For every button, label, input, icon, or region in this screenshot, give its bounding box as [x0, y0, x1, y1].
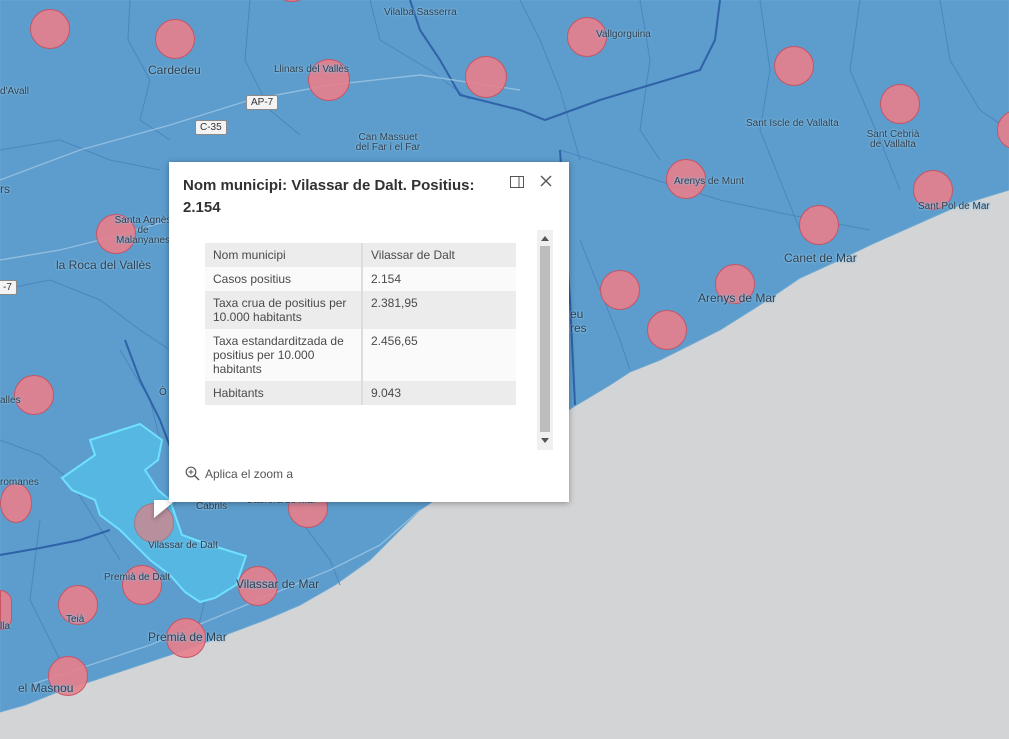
case-bubble[interactable]: [600, 270, 640, 310]
place-label: Ò: [159, 388, 167, 398]
place-label: d'Avall: [0, 87, 29, 97]
case-bubble[interactable]: [0, 483, 32, 523]
zoom-to-label: Aplica el zoom a: [205, 467, 293, 481]
table-row: Casos positius 2.154: [205, 267, 516, 291]
road-shield-ap7: AP-7: [246, 95, 278, 110]
table-row: Taxa estandarditzada de positius per 10.…: [205, 329, 516, 381]
place-label: res: [570, 321, 587, 335]
place-label: Cabrils: [196, 502, 227, 512]
dock-icon: [510, 176, 524, 188]
zoom-to-action[interactable]: Aplica el zoom a: [185, 466, 293, 481]
place-label: Sant Cebrià de Vallalta: [862, 130, 924, 150]
field-value: Vilassar de Dalt: [362, 243, 516, 267]
field-name: Taxa crua de positius per 10.000 habitan…: [205, 291, 362, 329]
place-label: Canet de Mar: [784, 251, 857, 265]
place-label: romanes: [0, 478, 39, 488]
place-label: Arenys de Mar: [698, 291, 776, 305]
place-label: Vallgorguina: [596, 30, 651, 40]
dock-button[interactable]: [510, 175, 524, 187]
field-name: Nom municipi: [205, 243, 362, 267]
case-bubble[interactable]: [465, 56, 507, 98]
field-value: 2.456,65: [362, 329, 516, 381]
popup-pointer: [154, 500, 176, 518]
case-bubble[interactable]: [774, 46, 814, 86]
place-label: alles: [0, 396, 21, 406]
table-row: Habitants 9.043: [205, 381, 516, 405]
table-row: Nom municipi Vilassar de Dalt: [205, 243, 516, 267]
case-bubble[interactable]: [799, 205, 839, 245]
road-shield-ap7-west: -7: [0, 280, 17, 295]
zoom-in-icon: [185, 466, 200, 481]
place-label: la Roca del Vallès: [56, 258, 151, 272]
place-label: Llinars del Vallès: [274, 65, 349, 75]
place-label: rs: [0, 182, 10, 196]
field-value: 9.043: [362, 381, 516, 405]
place-label: Cardedeu: [148, 63, 201, 77]
place-label: Premià de Dalt: [104, 573, 170, 583]
place-label: Arenys de Munt: [674, 177, 744, 187]
place-label: Teià: [66, 615, 84, 625]
place-label: Sant Iscle de Vallalta: [746, 119, 839, 129]
place-label: Premià de Mar: [148, 630, 227, 644]
close-button[interactable]: [539, 174, 553, 188]
scroll-down-arrow[interactable]: [541, 438, 549, 443]
popup-scrollbar[interactable]: [537, 230, 553, 450]
place-label-selected: Vilassar de Dalt: [148, 541, 218, 551]
road-shield-c35: C-35: [195, 120, 227, 135]
case-bubble[interactable]: [30, 9, 70, 49]
case-bubble[interactable]: [880, 84, 920, 124]
case-bubble[interactable]: [155, 19, 195, 59]
field-value: 2.154: [362, 267, 516, 291]
place-label: el Masnou: [18, 681, 73, 695]
case-bubble[interactable]: [647, 310, 687, 350]
field-value: 2.381,95: [362, 291, 516, 329]
feature-popup: Nom municipi: Vilassar de Dalt. Positius…: [169, 162, 569, 502]
place-label: Santa Agnès de Malanyanes: [112, 216, 174, 246]
attributes-table: Nom municipi Vilassar de Dalt Casos posit…: [205, 243, 516, 405]
place-label: Vilassar de Mar: [236, 577, 319, 591]
place-label: Sant Pol de Mar: [918, 202, 990, 212]
place-label: lla: [0, 622, 10, 632]
close-icon: [539, 174, 553, 188]
field-name: Taxa estandarditzada de positius per 10.…: [205, 329, 362, 381]
place-label: Vilalba Sasserra: [384, 8, 457, 18]
field-name: Casos positius: [205, 267, 362, 291]
table-row: Taxa crua de positius per 10.000 habitan…: [205, 291, 516, 329]
scroll-thumb[interactable]: [540, 246, 550, 432]
scroll-up-arrow[interactable]: [541, 236, 549, 241]
place-label: Can Massuet del Far i el Far: [352, 133, 424, 153]
popup-title: Nom municipi: Vilassar de Dalt. Positius…: [183, 175, 493, 219]
place-label: eu: [570, 307, 583, 321]
field-name: Habitants: [205, 381, 362, 405]
case-bubble[interactable]: [122, 565, 162, 605]
